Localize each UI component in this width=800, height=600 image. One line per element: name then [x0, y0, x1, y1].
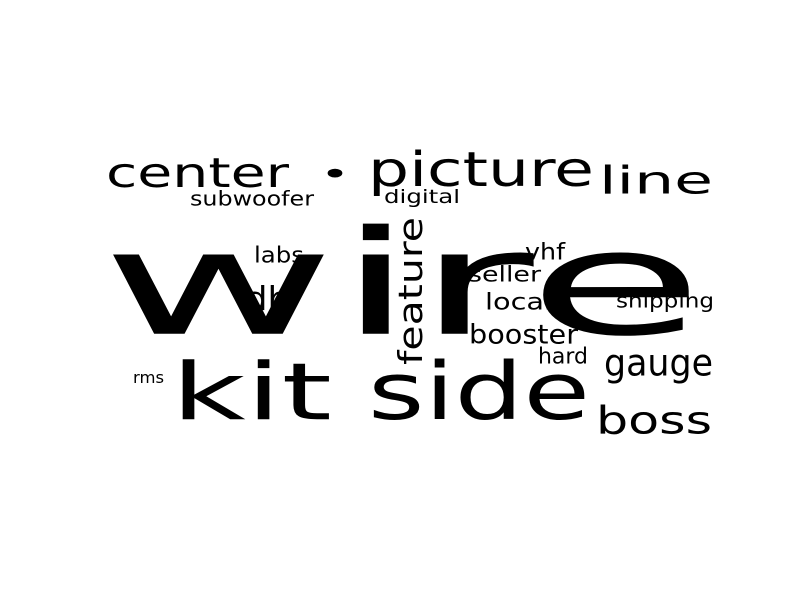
word-digital: digital [384, 186, 460, 209]
word-center: center [106, 149, 289, 198]
word-side: side [368, 347, 590, 439]
word-labs: labs [254, 242, 304, 268]
word-line: line [599, 158, 713, 203]
word-local: local [485, 288, 552, 316]
word-booster: booster [469, 319, 578, 351]
word-bullet: • [320, 157, 350, 193]
word-feature: feature [391, 217, 430, 365]
word-shipping: shipping [616, 290, 714, 313]
word-wire: wire [101, 199, 704, 369]
word-gauge: gauge [604, 342, 713, 386]
word-boss: boss [596, 398, 712, 443]
word-vhf: vhf [525, 238, 565, 266]
word-subwoofer: subwoofer [190, 188, 314, 211]
word-db: db [245, 279, 290, 318]
word-kit: kit [171, 347, 332, 439]
word-seller: seller [468, 262, 541, 287]
word-picture: picture [368, 142, 594, 199]
word-rms: rms [133, 369, 164, 388]
word-hard: hard [538, 343, 588, 369]
